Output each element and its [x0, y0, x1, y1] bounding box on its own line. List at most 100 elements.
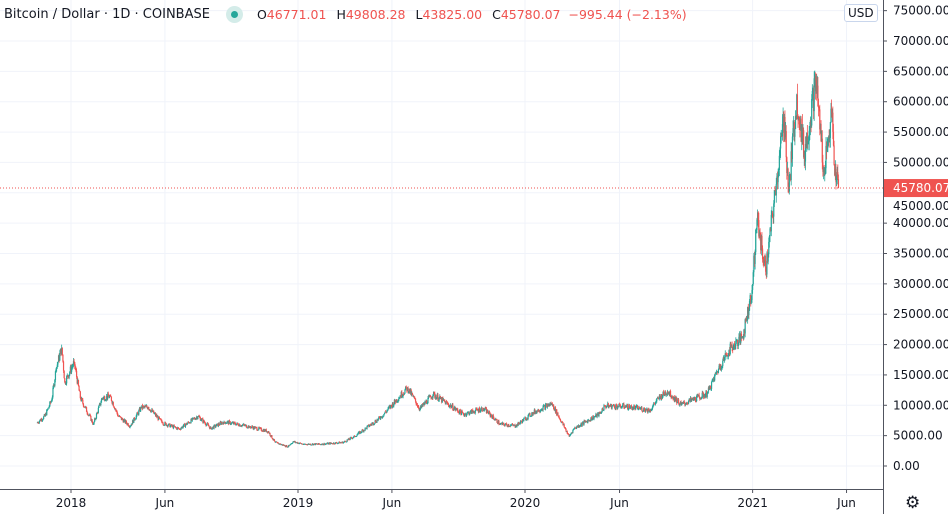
symbol-title[interactable]: Bitcoin / Dollar · 1D · COINBASE [4, 7, 210, 22]
candle-body [342, 442, 344, 444]
candle-body [365, 427, 367, 429]
candle-body [91, 419, 93, 423]
candle-body [577, 425, 580, 427]
candle-body [133, 417, 136, 421]
candle-body [325, 443, 327, 445]
candle-body [663, 391, 665, 395]
candle-body [395, 401, 397, 403]
candle-body [648, 408, 650, 411]
candle-body [595, 413, 597, 417]
candle-body [89, 414, 91, 416]
candle-body [491, 416, 493, 419]
candle-body [348, 438, 350, 440]
candle-body [344, 441, 346, 442]
candle-body [157, 416, 159, 420]
candle-body [654, 403, 656, 405]
candle-body [651, 409, 653, 410]
candle-body [735, 340, 737, 346]
candle-body [669, 390, 671, 396]
candle-body [750, 299, 752, 302]
candle-body [396, 399, 398, 402]
candle-body [663, 394, 665, 396]
candle-body [482, 408, 484, 412]
high-value: 49808.28 [345, 7, 406, 22]
candle-body [525, 417, 527, 421]
candle-body [605, 406, 608, 408]
candle-body [676, 402, 678, 404]
candle-body [776, 176, 778, 185]
candle-body [682, 401, 685, 403]
candle-body [168, 423, 170, 425]
candle-body [423, 402, 425, 405]
candle-body [612, 404, 614, 406]
candle-body [108, 395, 111, 398]
candle-body [545, 404, 547, 406]
candle-body [578, 425, 580, 427]
candle-body [587, 420, 589, 423]
candle-body [421, 404, 423, 407]
market-status-icon[interactable] [225, 6, 243, 23]
candle-body [556, 409, 558, 416]
candle-body [226, 421, 228, 423]
candle-body [774, 189, 776, 191]
candle-body [311, 444, 313, 446]
candle-body [243, 424, 246, 426]
settings-gear-icon[interactable]: ⚙ [905, 493, 921, 513]
candle-body [710, 388, 712, 390]
candle-body [566, 431, 568, 434]
candle-body [418, 406, 420, 409]
candle-body [447, 403, 449, 405]
candle-body [138, 410, 140, 415]
candle-body [680, 402, 682, 405]
candle-body [661, 394, 663, 399]
candle-body [501, 423, 503, 425]
candle-body [465, 414, 468, 416]
candle-body [126, 423, 128, 425]
candle-body [594, 416, 596, 417]
candle-body [621, 406, 623, 408]
candle-body [607, 403, 609, 408]
candle-body [650, 410, 652, 411]
candle-body [714, 373, 716, 375]
candle-body [192, 417, 195, 419]
candle-body [147, 407, 149, 410]
candle-body [717, 371, 719, 373]
candle-body [434, 393, 436, 398]
candle-body [250, 426, 252, 428]
currency-button[interactable]: USD [844, 4, 878, 22]
candle-body [203, 420, 205, 423]
candle-body [788, 175, 790, 192]
candle-body [186, 423, 188, 425]
candle-body [44, 413, 47, 417]
candle-body [223, 421, 225, 424]
candle-body [455, 409, 457, 411]
y-tick-label: 65000.00 [893, 64, 948, 78]
candle-body [423, 402, 425, 405]
candle-body [831, 112, 833, 117]
candle-body [579, 426, 581, 428]
candle-body [309, 443, 311, 445]
candle-body [526, 418, 529, 420]
candle-body [98, 405, 100, 408]
candle-body [711, 380, 713, 383]
candle-body [464, 413, 466, 415]
candle-body [815, 80, 817, 92]
candle-body [308, 443, 310, 445]
candle-body [641, 407, 643, 412]
candle-body [645, 408, 647, 412]
candle-body [562, 422, 564, 425]
candle-body [429, 395, 432, 398]
candle-body [255, 427, 257, 428]
candle-body [529, 413, 531, 417]
candle-body [435, 396, 437, 400]
candle-body [488, 411, 491, 413]
candle-body [252, 426, 254, 428]
candle-body [342, 441, 344, 444]
candle-body [154, 413, 156, 415]
candle-body [592, 416, 595, 420]
candle-body [130, 424, 132, 426]
candle-body [441, 397, 443, 403]
candle-body [413, 396, 415, 399]
candle-body [768, 241, 770, 255]
